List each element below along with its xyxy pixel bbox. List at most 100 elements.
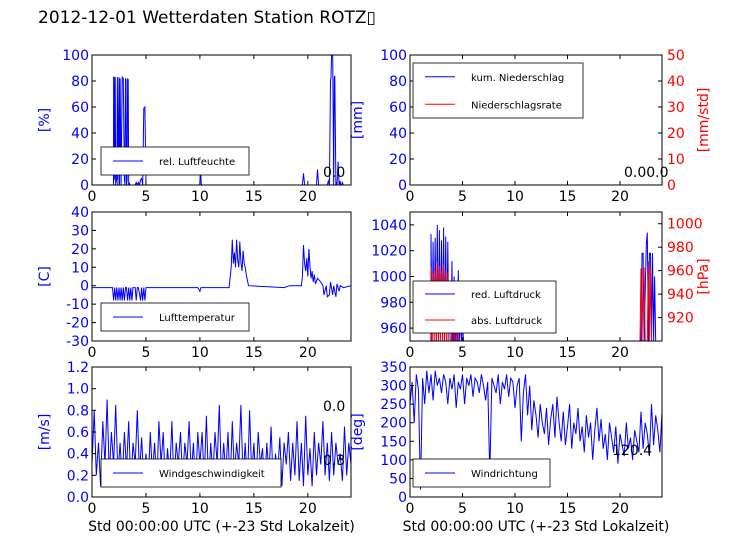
plot-frame-winddirection <box>409 366 663 498</box>
plot-frame-precipitation <box>409 54 663 186</box>
subplot-temperature: 0 5 10 15 20 -30 -20 -10 0 10 20 30 40 [C] Lufttempera… <box>37 205 352 415</box>
subplot-humidity: 0 5 10 15 20 0 20 40 60 80 100 [%] rel. Luftfeuchte 0… <box>37 48 352 205</box>
x-tick-label: 0 <box>406 501 415 517</box>
y-axis-label: [mm] <box>350 101 366 139</box>
y2-tick-label: 920 <box>667 311 694 327</box>
y-tick-label: 20 <box>389 152 407 168</box>
y-tick-label: 100 <box>380 453 407 469</box>
x-tick-label: 15 <box>559 345 577 361</box>
x-tick-label: 5 <box>141 189 150 205</box>
y-tick-label: 30 <box>71 223 89 239</box>
legend-label: Lufttemperatur <box>159 313 236 324</box>
plot-frame-temperature <box>91 211 352 342</box>
y-tick-label: 1000 <box>371 270 407 286</box>
x-tick-label: 5 <box>458 345 467 361</box>
x-tick-label: 5 <box>458 189 467 205</box>
legend-windspeed: Windgeschwindigkeit <box>100 458 282 488</box>
x-tick-label: 5 <box>458 501 467 517</box>
y-tick-label: -30 <box>66 334 89 350</box>
y2-tick-label: 40 <box>667 74 685 90</box>
y2-tick-label: 980 <box>667 240 694 256</box>
series-line-pressure-0 <box>410 224 657 341</box>
legend-winddirection: Windrichtung <box>412 458 551 488</box>
x-tick-label: 20 <box>611 501 629 517</box>
y-axis-label: [m/s] <box>37 414 53 451</box>
y-tick-label: 350 <box>380 360 407 376</box>
x-tick-label: 15 <box>245 501 263 517</box>
y-tick-label: -20 <box>66 316 89 332</box>
y-tick-label: 150 <box>380 434 407 450</box>
x-tick-label: 10 <box>191 345 209 361</box>
legend-label: Niederschlagsrate <box>471 100 562 111</box>
legend-label: Windrichtung <box>471 469 538 480</box>
x-tick-label: 20 <box>299 345 317 361</box>
y-tick-label: 960 <box>380 321 407 337</box>
value-annotation: 0.0 <box>323 399 345 415</box>
y-tick-label: 40 <box>71 126 89 142</box>
y-tick-label: 1.2 <box>67 360 89 376</box>
x-tick-label: 0 <box>88 345 97 361</box>
y-axis-label: [deg] <box>350 413 366 450</box>
legend-label: kum. Niederschlag <box>471 73 564 84</box>
value-annotation: 0.3 <box>323 453 345 469</box>
y-tick-label: 10 <box>71 260 89 276</box>
y-tick-label: 0 <box>80 279 89 295</box>
y2-tick-label: 10 <box>667 152 685 168</box>
y-tick-label: 20 <box>71 242 89 258</box>
legend-pressure: red. Luftdruck abs. Luftdruck <box>412 280 557 334</box>
y2-tick-label: 1000 <box>667 217 703 233</box>
y-tick-label: 0.6 <box>67 425 89 441</box>
y2-tick-label: 960 <box>667 264 694 280</box>
y-tick-label: 200 <box>380 416 407 432</box>
y-axis-label: [%] <box>37 108 53 132</box>
y-tick-label: 60 <box>71 100 89 116</box>
y2-axis-label: [hPa] <box>696 258 712 294</box>
y2-axis-label: [mm/std] <box>696 88 712 153</box>
x-tick-label: 10 <box>506 345 524 361</box>
x-tick-label: 5 <box>141 501 150 517</box>
y-tick-label: 0.2 <box>67 468 89 484</box>
legend-box <box>412 458 551 488</box>
y-tick-label: 40 <box>389 126 407 142</box>
legend-humidity: rel. Luftfeuchte <box>100 146 250 176</box>
y2-tick-label: 940 <box>667 287 694 303</box>
legend-label: Windgeschwindigkeit <box>159 469 265 480</box>
x-tick-label: 10 <box>506 501 524 517</box>
y-tick-label: 1.0 <box>67 382 89 398</box>
x-tick-label: 0 <box>406 345 415 361</box>
series-line-temperature-0 <box>92 239 351 301</box>
y-tick-label: 80 <box>71 74 89 90</box>
y-tick-label: 1040 <box>371 218 407 234</box>
y-tick-label: 980 <box>380 295 407 311</box>
y-tick-label: -10 <box>66 297 89 313</box>
y-tick-label: 250 <box>380 397 407 413</box>
legend-label: red. Luftdruck <box>471 290 541 301</box>
value-annotation: 0.00.0 <box>624 165 669 181</box>
x-tick-label: 20 <box>299 501 317 517</box>
y-tick-label: 50 <box>389 471 407 487</box>
subplot-precipitation: 0 5 10 15 20 0 20 40 60 80 100 0 10 20 30 40 50 [mm] [mm/s… <box>350 48 712 205</box>
value-annotation: 0.0 <box>323 165 345 181</box>
subplot-windspeed: 0 5 10 15 20 0.0 0.2 0.4 0.6 0.8 1.0 1.2 [m/s] Std 00… <box>37 360 355 535</box>
page-title: 2012-12-01 Wetterdaten Station ROTZ▯ <box>38 8 376 28</box>
x-tick-label: 10 <box>191 501 209 517</box>
y2-tick-label: 0 <box>667 178 676 194</box>
x-tick-label: 0 <box>406 189 415 205</box>
x-tick-label: 0 <box>88 501 97 517</box>
y-tick-label: 0.4 <box>67 447 89 463</box>
x-tick-label: 10 <box>506 189 524 205</box>
y-tick-label: 40 <box>71 205 89 221</box>
series-line-winddirection-0 <box>410 370 662 490</box>
y-tick-label: 100 <box>380 48 407 64</box>
y2-tick-label: 20 <box>667 126 685 142</box>
legend-precipitation: kum. Niederschlag Niederschlagsrate <box>412 62 584 119</box>
y-tick-label: 60 <box>389 100 407 116</box>
legend-temperature: Lufttemperatur <box>100 302 250 332</box>
y-tick-label: 0.8 <box>67 403 89 419</box>
y-tick-label: 80 <box>389 74 407 90</box>
legend-box <box>412 280 557 334</box>
y-tick-label: 300 <box>380 379 407 395</box>
y-tick-label: 0 <box>80 178 89 194</box>
y-tick-label: 100 <box>62 48 89 64</box>
x-tick-label: 20 <box>299 189 317 205</box>
